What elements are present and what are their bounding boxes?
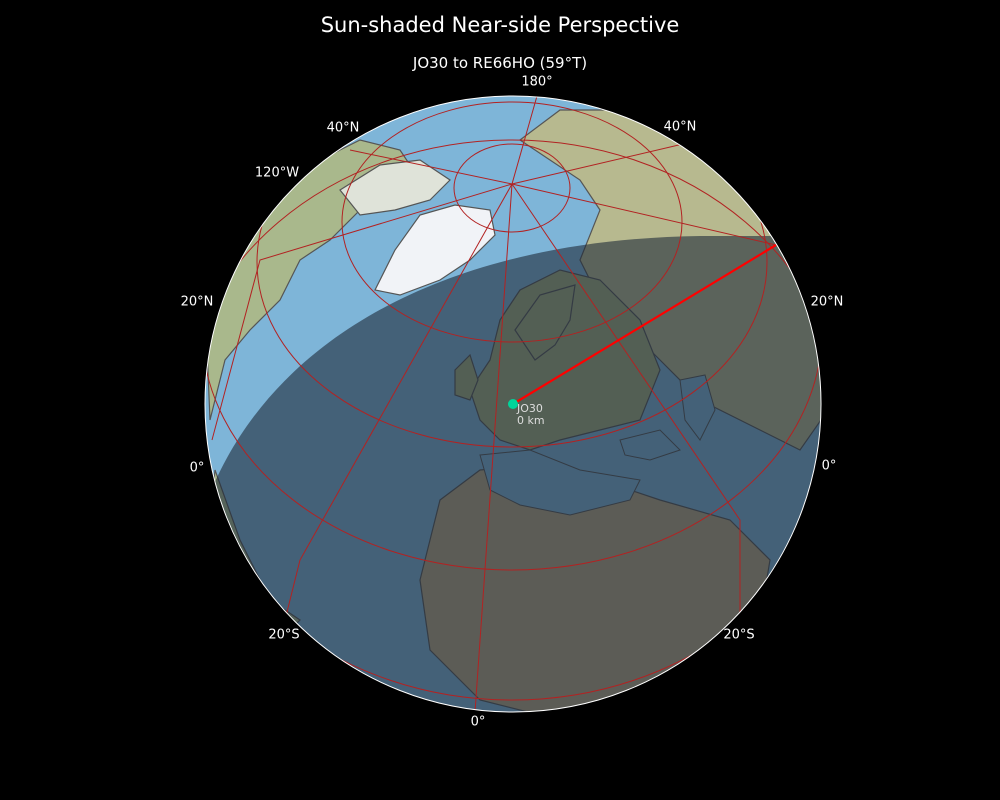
map-subtitle: JO30 to RE66HO (59°T) [412,54,588,72]
night-shading [205,236,821,712]
label-20n-right: 20°N [810,294,844,310]
label-20n-left: 20°N [180,294,214,310]
marker-name: JO30 [517,402,543,415]
label-20s-right: 20°S [723,627,755,643]
label-120w: 120°W [254,165,300,181]
canadian-arctic [339,159,451,216]
great-circle-path [512,244,777,405]
graticule [205,96,821,712]
marker-distance: 0 km [517,414,545,427]
jo30-marker [508,399,518,409]
label-20s-left: 20°S [268,627,300,643]
globe-outline [204,95,822,713]
greenland [374,204,496,296]
label-180: 180° [521,74,553,90]
marker-label: JO30 0 km [517,403,545,427]
label-40n-right: 40°N [663,119,697,135]
label-0-bottom: 0° [470,714,486,730]
label-0-right: 0° [821,458,837,474]
label-40n-left: 40°N [326,120,360,136]
figure-title: Sun-shaded Near-side Perspective [320,13,680,37]
label-0-left: 0° [189,460,205,476]
